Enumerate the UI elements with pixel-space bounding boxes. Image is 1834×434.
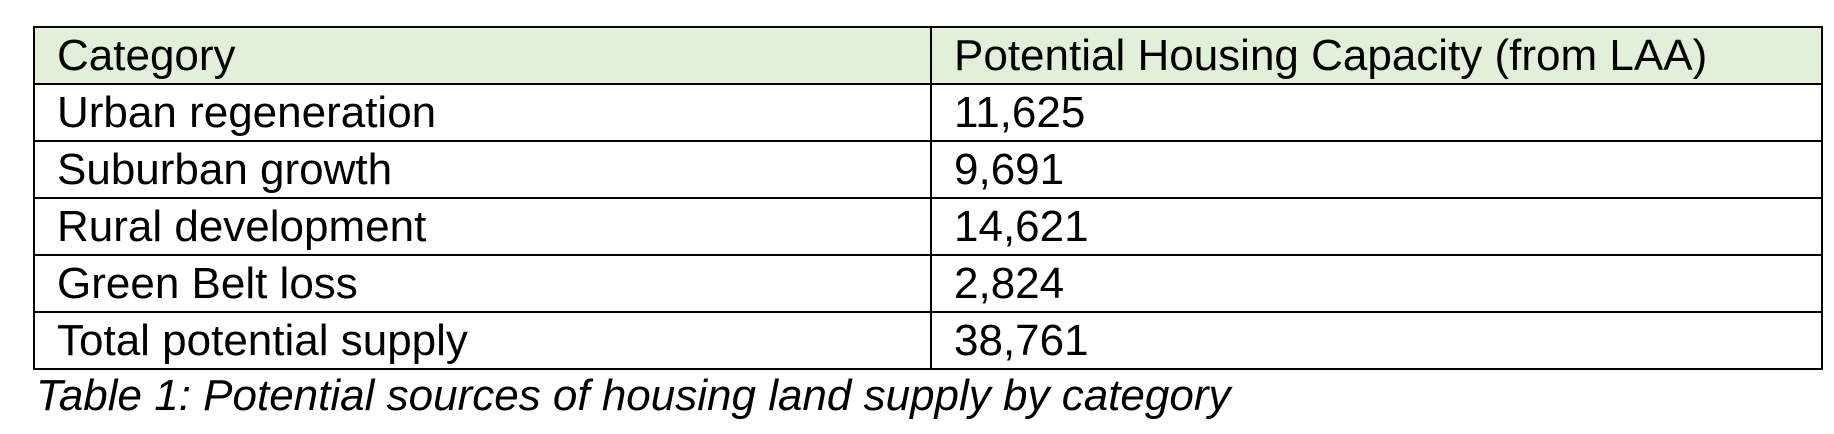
table-body: Urban regeneration 11,625 Suburban growth 9… — [33, 83, 1823, 370]
header-cell: Category — [33, 26, 932, 85]
header-cell: Potential Housing Capacity (from LAA) — [930, 26, 1823, 85]
table-cell: Green Belt loss — [33, 254, 932, 313]
table-cell: Urban regeneration — [33, 83, 932, 142]
table-row: Total potential supply 38,761 — [33, 311, 1823, 370]
table-head: Category Potential Housing Capacity (from… — [33, 26, 1823, 85]
table-cell: 11,625 — [930, 83, 1823, 142]
table-cell: Total potential supply — [33, 311, 932, 370]
table-cell: Suburban growth — [33, 140, 932, 199]
table-row: Urban regeneration 11,625 — [33, 83, 1823, 142]
table-cell: 9,691 — [930, 140, 1823, 199]
table-row: Suburban growth 9,691 — [33, 140, 1823, 199]
table-cell: 2,824 — [930, 254, 1823, 313]
table-row: Rural development 14,621 — [33, 197, 1823, 256]
table-cell: Rural development — [33, 197, 932, 256]
header-row: Category Potential Housing Capacity (from… — [33, 26, 1823, 85]
table-row: Green Belt loss 2,824 — [33, 254, 1823, 313]
table-cell: 38,761 — [930, 311, 1823, 370]
table-caption: Table 1: Potential sources of housing la… — [36, 371, 1231, 420]
data-table: Category Potential Housing Capacity (from… — [33, 26, 1823, 370]
table-cell: 14,621 — [930, 197, 1823, 256]
